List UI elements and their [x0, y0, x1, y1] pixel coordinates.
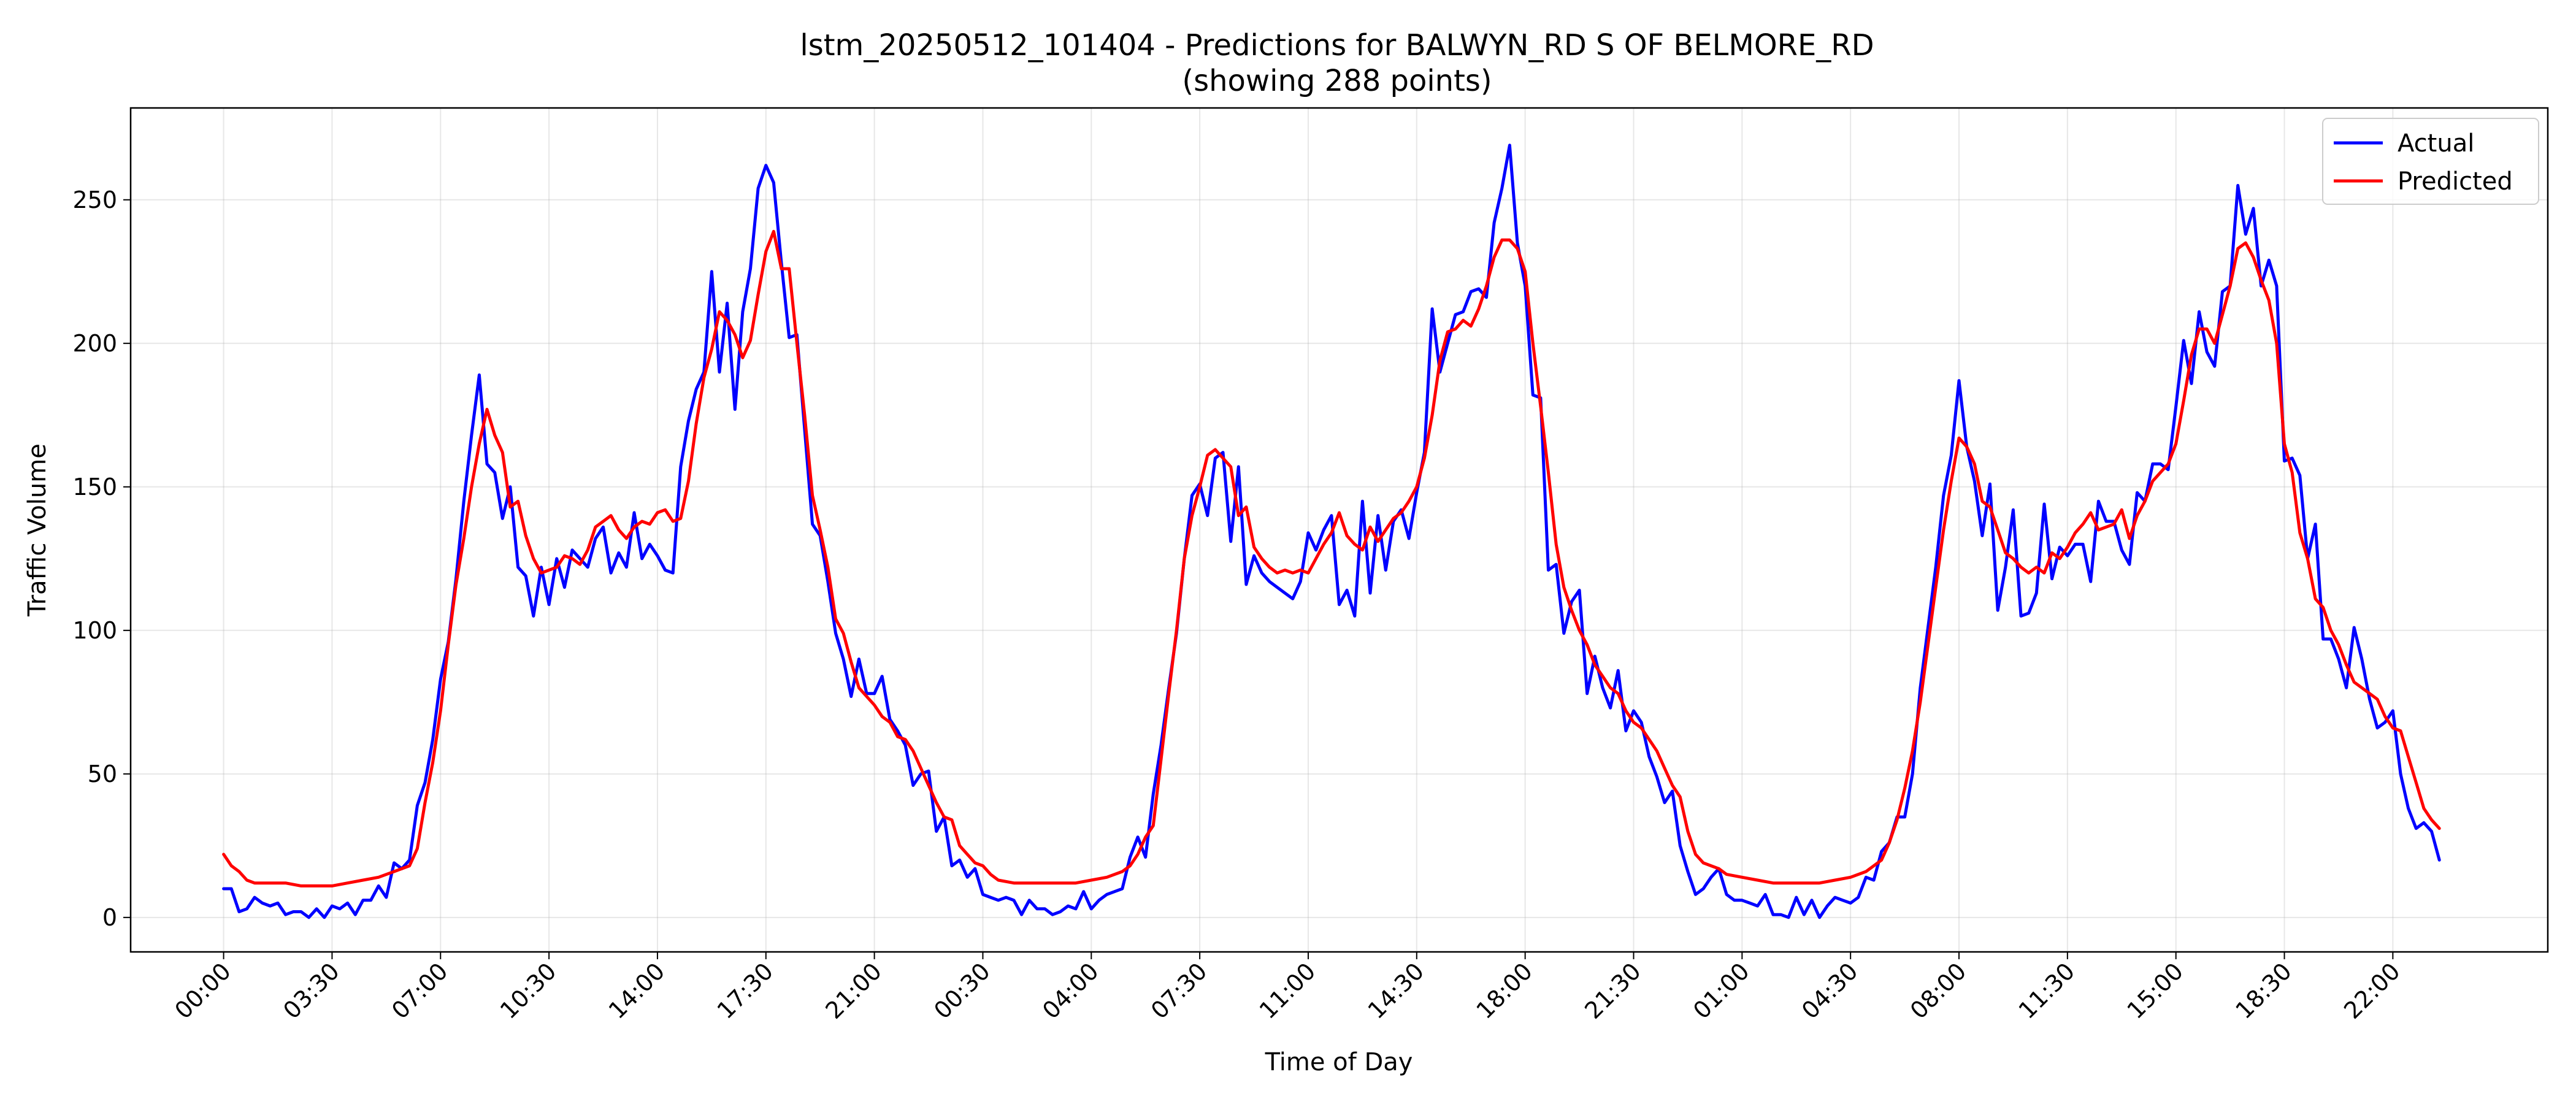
y-tick-label: 50 — [88, 761, 117, 788]
legend-label-actual: Actual — [2398, 129, 2474, 158]
plot-frame — [129, 107, 2549, 953]
y-tick-label: 250 — [72, 186, 117, 213]
y-tick-label: 0 — [102, 904, 117, 931]
y-tick-label: 150 — [72, 473, 117, 500]
legend-box — [2322, 118, 2539, 205]
y-tick-label: 100 — [72, 617, 117, 644]
y-axis-label: Traffic Volume — [23, 443, 52, 617]
chart-subtitle: (showing 288 points) — [1182, 64, 1492, 98]
plot-series — [222, 144, 2441, 919]
legend: Actual Predicted — [2322, 118, 2539, 205]
series-line-actual — [222, 144, 2441, 919]
series-line-predicted — [222, 229, 2441, 887]
y-tick-label: 200 — [72, 330, 117, 357]
legend-label-predicted: Predicted — [2398, 167, 2513, 196]
x-axis-label: Time of Day — [1265, 1048, 1413, 1076]
chart-title: lstm_20250512_101404 - Predictions for B… — [800, 28, 1874, 63]
